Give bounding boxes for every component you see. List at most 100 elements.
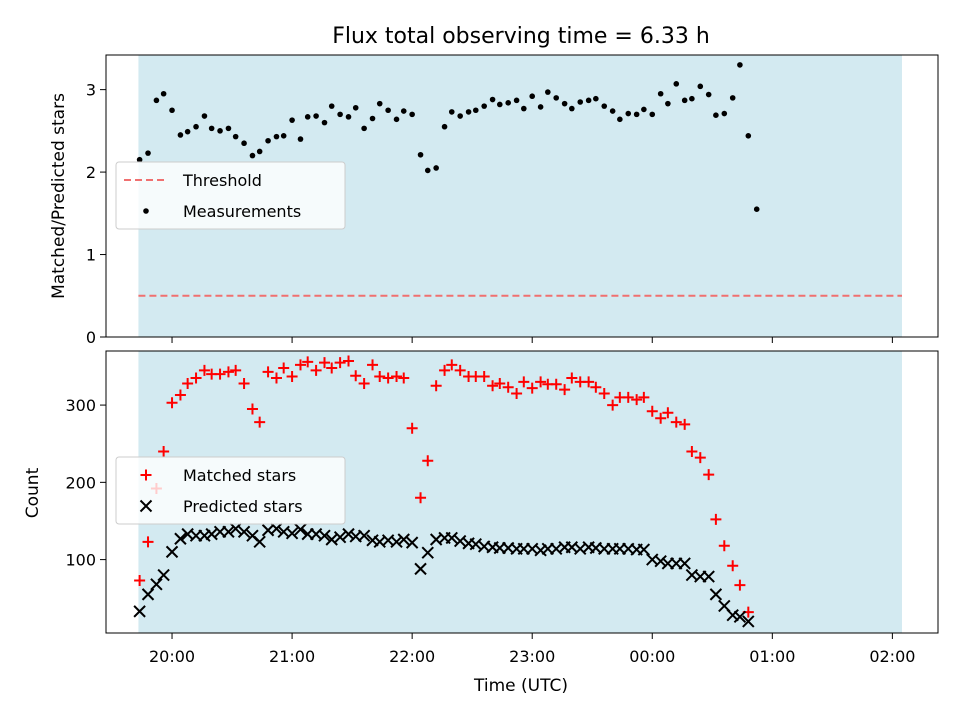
predicted-star-point xyxy=(397,533,410,546)
matched-star-point xyxy=(518,376,530,388)
matched-star-point xyxy=(679,418,691,430)
measurement-point xyxy=(297,136,304,142)
measurement-point xyxy=(649,111,656,118)
measurement-point xyxy=(457,113,463,119)
x-tick-label: 21:00 xyxy=(269,647,315,666)
x-tick-label: 01:00 xyxy=(749,647,795,666)
series-measurements xyxy=(136,62,760,212)
measurement-point xyxy=(753,206,760,212)
measurement-point xyxy=(400,108,407,114)
top-y-axis-label: Matched/Predicted stars xyxy=(49,93,69,299)
measurement-point xyxy=(529,93,536,100)
y-tick-label: 0 xyxy=(86,328,96,347)
measurement-point xyxy=(328,103,335,109)
measurement-point xyxy=(153,97,160,104)
measurement-point xyxy=(625,110,632,117)
predicted-star-point xyxy=(285,527,299,540)
legend: Threshold Measurements xyxy=(115,161,346,230)
y-tick-label: 100 xyxy=(65,551,96,570)
measurement-point xyxy=(424,167,431,174)
measurement-point xyxy=(337,111,343,118)
measurement-point xyxy=(609,108,616,114)
y-tick-label: 3 xyxy=(86,81,96,100)
matched-star-point xyxy=(198,364,210,376)
x-tick-label: 02:00 xyxy=(869,647,915,666)
matched-star-point xyxy=(478,370,490,382)
measurement-point xyxy=(376,100,383,107)
predicted-star-point xyxy=(414,562,427,576)
measurement-point xyxy=(513,97,520,104)
matched-star-point xyxy=(391,370,403,382)
matched-star-point xyxy=(214,368,226,380)
predicted-star-point xyxy=(318,529,331,542)
predicted-star-point xyxy=(702,570,715,583)
measurement-point xyxy=(697,83,704,90)
measurement-point xyxy=(472,107,479,114)
matched-star-point xyxy=(190,372,202,384)
predicted-star-point xyxy=(165,545,179,559)
measurement-point xyxy=(737,62,743,68)
measurement-point xyxy=(193,123,199,130)
predicted-star-point xyxy=(637,543,651,556)
measurement-point xyxy=(633,111,640,118)
measurement-point xyxy=(136,156,143,163)
matched-star-point xyxy=(694,452,706,464)
predicted-star-point xyxy=(654,554,667,568)
legend-matched-swatch xyxy=(140,469,152,481)
legend-label: Predicted stars xyxy=(183,497,303,516)
series-matched-stars xyxy=(134,355,754,618)
matched-star-point xyxy=(494,377,506,389)
predicted-star-point xyxy=(141,588,155,601)
matched-star-point xyxy=(559,384,571,396)
bottom-panel: 100 200 300 20:00 21:00 22:00 23:00 00:00 01:00 0… xyxy=(65,350,939,666)
matched-star-point xyxy=(294,359,306,371)
measurement-point xyxy=(465,109,472,115)
matched-star-point xyxy=(270,372,282,384)
legend-label: Matched stars xyxy=(183,466,296,485)
predicted-star-point xyxy=(733,610,747,623)
measurement-point xyxy=(505,100,511,106)
predicted-star-point xyxy=(405,536,419,549)
measurement-point xyxy=(545,89,551,95)
measurement-point xyxy=(321,119,328,126)
measurement-point xyxy=(561,100,568,107)
measurement-point xyxy=(177,132,184,138)
matched-star-point xyxy=(487,380,499,392)
measurement-point xyxy=(280,133,287,139)
measurement-point xyxy=(145,150,151,156)
matched-star-point xyxy=(439,364,451,376)
matched-star-point xyxy=(631,394,643,406)
measurement-point xyxy=(617,116,623,123)
x-axis-label: Time (UTC) xyxy=(473,676,568,696)
matched-star-point xyxy=(415,492,427,504)
series-predicted-stars xyxy=(133,522,755,628)
legend: Matched stars Predicted stars xyxy=(115,456,346,525)
predicted-star-point xyxy=(678,557,691,570)
measurement-point xyxy=(441,123,448,130)
matched-star-point xyxy=(734,579,746,591)
predicted-star-point xyxy=(726,609,739,622)
predicted-star-point xyxy=(198,529,211,542)
predicted-star-point xyxy=(270,522,283,535)
predicted-star-point xyxy=(333,530,347,544)
matched-star-point xyxy=(350,370,362,382)
top-panel: 0 1 2 3 Threshold Measurements xyxy=(86,54,939,347)
matched-star-point xyxy=(343,355,355,367)
matched-star-point xyxy=(222,366,234,378)
measurement-point xyxy=(232,133,239,140)
matched-star-point xyxy=(526,382,538,394)
matched-star-point xyxy=(710,513,722,525)
measurement-point xyxy=(689,95,695,102)
measurement-point xyxy=(369,115,376,122)
predicted-star-point xyxy=(445,531,458,545)
measurement-point xyxy=(601,103,608,109)
measurement-point xyxy=(489,96,496,103)
measurement-point xyxy=(225,125,232,132)
measurement-point xyxy=(665,100,671,107)
predicted-star-point xyxy=(222,525,235,538)
measurement-point xyxy=(433,165,439,171)
matched-star-point xyxy=(670,416,682,428)
matched-star-point xyxy=(406,422,418,434)
legend-label: Threshold xyxy=(182,171,262,190)
predicted-star-point xyxy=(150,578,163,591)
